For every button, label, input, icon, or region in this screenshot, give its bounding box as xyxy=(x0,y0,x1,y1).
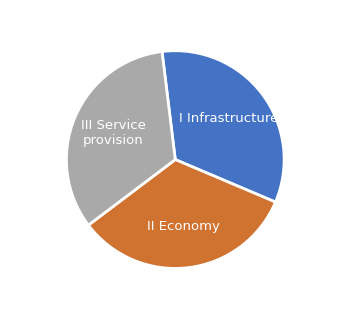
Wedge shape xyxy=(88,160,276,268)
Wedge shape xyxy=(66,52,175,225)
Text: I Infrastructure: I Infrastructure xyxy=(180,112,279,125)
Text: II Economy: II Economy xyxy=(147,220,220,233)
Wedge shape xyxy=(162,51,284,202)
Text: III Service
provision: III Service provision xyxy=(81,119,146,147)
